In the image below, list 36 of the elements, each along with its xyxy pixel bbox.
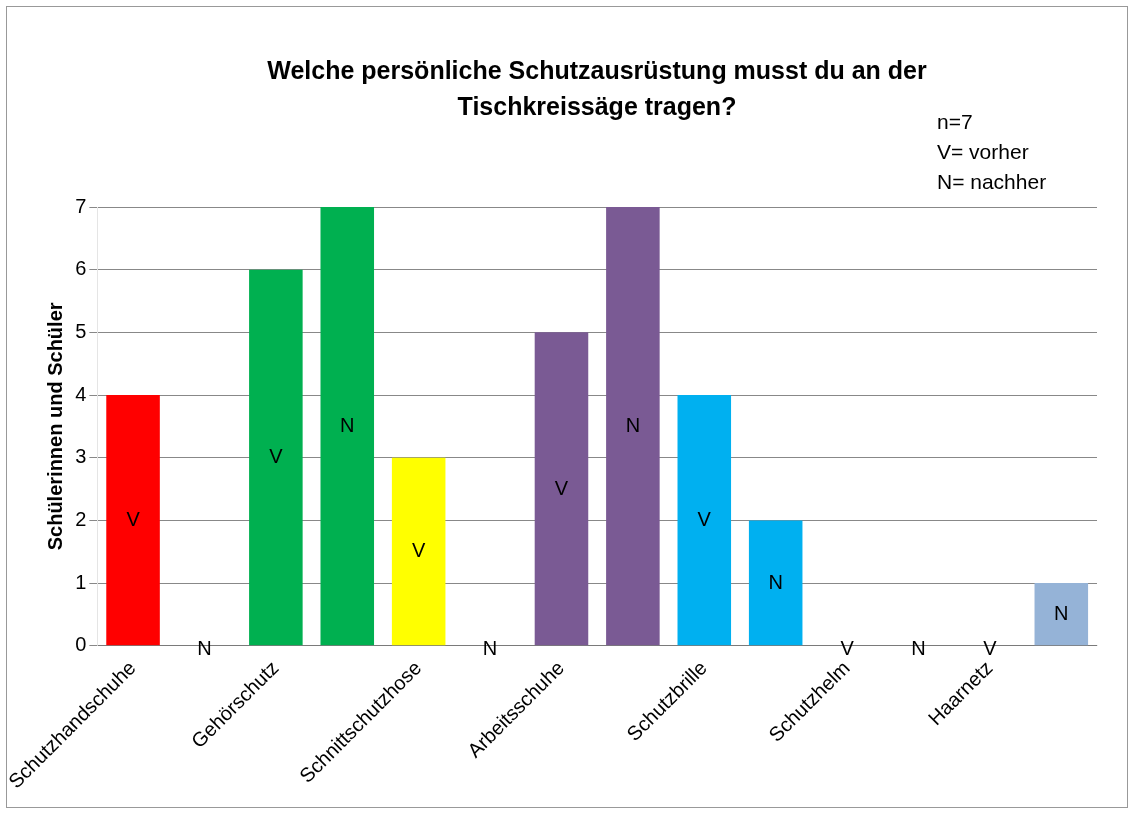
data-label: V: [840, 637, 855, 660]
data-label: V: [697, 507, 712, 530]
data-label: N: [768, 570, 783, 593]
bar: [1034, 583, 1089, 646]
data-label: N: [340, 413, 355, 436]
bar: [534, 332, 589, 646]
data-label: N: [625, 413, 641, 436]
data-label: N: [197, 637, 212, 660]
y-tick-label: 7: [75, 194, 87, 217]
bar: [249, 269, 303, 646]
y-tick-label: 6: [75, 257, 87, 280]
data-label: N: [1054, 601, 1069, 624]
chart-title: Welche persönliche Schutzausrüstung musst du an der Tischkreissäge tragen?: [267, 56, 927, 120]
y-tick-label: 0: [75, 633, 87, 656]
data-label: N: [911, 637, 926, 660]
y-tick-label: 3: [75, 445, 87, 468]
bar: [391, 457, 446, 646]
bar: [677, 395, 732, 646]
bar: [606, 207, 660, 646]
text: n=7: [937, 109, 974, 135]
text: N= nachher: [937, 169, 1047, 195]
data-label: V: [269, 445, 284, 468]
text: V= vorher: [937, 139, 1030, 165]
data-label: N: [482, 637, 498, 660]
data-label: V: [554, 476, 569, 499]
y-tick-label: 1: [75, 570, 87, 593]
data-label: V: [411, 539, 426, 562]
bar: [748, 520, 803, 646]
data-label: V: [126, 507, 141, 530]
y-tick-label: 4: [75, 382, 87, 405]
bar: [320, 207, 375, 646]
y-axis-title: Schülerinnen und Schüler: [43, 302, 66, 551]
bar: [106, 395, 160, 646]
y-tick-label: 2: [75, 507, 87, 530]
data-label: V: [983, 637, 998, 660]
y-tick-label: 5: [75, 319, 87, 342]
